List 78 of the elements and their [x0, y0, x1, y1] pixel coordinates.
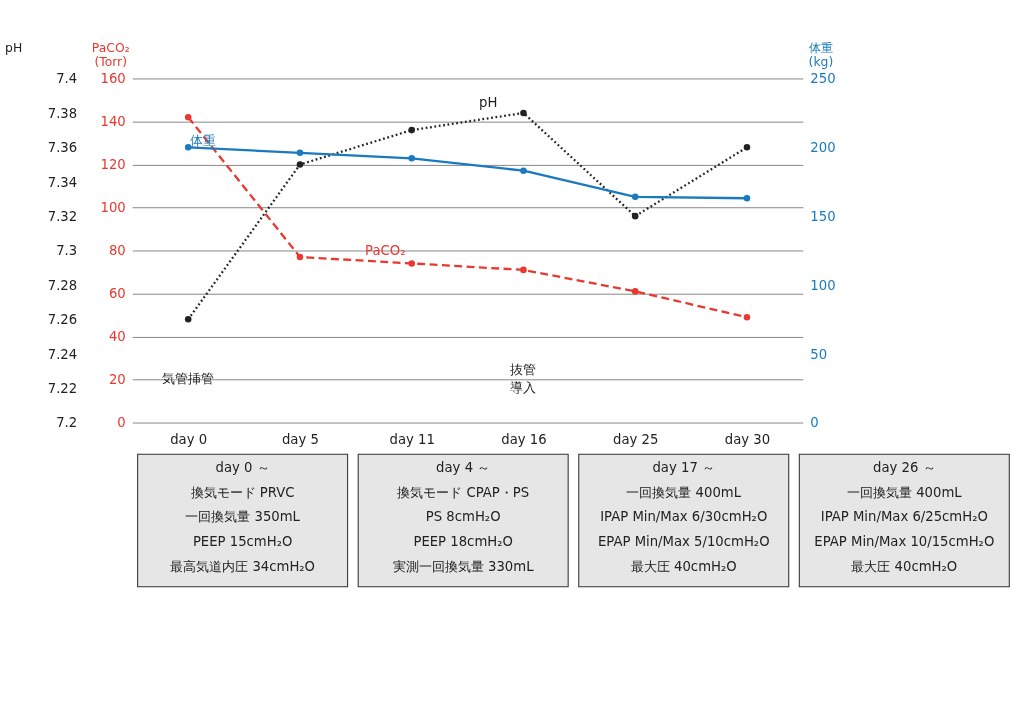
- point: [743, 144, 751, 151]
- point: [408, 126, 415, 134]
- x-tick-label: day 16: [501, 432, 547, 448]
- text: 最大圧 40cmH₂O: [630, 558, 737, 574]
- point: [296, 253, 304, 261]
- point: [408, 260, 415, 267]
- annotation: 抜管: [510, 362, 537, 378]
- point: [184, 113, 192, 121]
- y2-tick-label: 200: [810, 140, 836, 156]
- y-tick-label: 20: [108, 372, 126, 388]
- point: [520, 266, 527, 274]
- text: 一回換気量 400mL: [846, 484, 963, 500]
- text: EPAP Min/Max 5/10cmH₂O: [597, 534, 770, 550]
- x-tick-label: day 5: [281, 432, 319, 448]
- y3-tick-label: 7.2: [56, 415, 78, 431]
- y3-tick-label: 7.22: [47, 381, 78, 397]
- y3-tick-label: 7.24: [47, 346, 78, 362]
- text: 換気モード CPAP・PS: [397, 484, 530, 500]
- y-tick-label: 100: [100, 200, 126, 216]
- y3-axis-title: pH: [5, 40, 23, 55]
- y2-tick-label: 250: [810, 71, 836, 87]
- y2-axis-title: 体重 (kg): [808, 40, 834, 69]
- y3-tick-label: 7.36: [47, 140, 78, 156]
- text: day 0 ～: [215, 459, 270, 475]
- y-axis-title: PaCO₂ (Torr): [91, 40, 130, 69]
- y3-tick-label: 7.38: [47, 105, 78, 121]
- text: 実測一回換気量 330mL: [392, 558, 535, 574]
- text: PS 8cmH₂O: [425, 509, 501, 525]
- point: [631, 212, 639, 220]
- y2-tick-label: 100: [810, 277, 836, 293]
- annotation: 気管挿管: [162, 370, 215, 386]
- x-tick-label: day 0: [170, 432, 208, 448]
- y-tick-label: 120: [100, 157, 126, 173]
- point: [408, 155, 415, 162]
- y3-tick-label: 7.4: [56, 71, 78, 87]
- x-tick-label: day 30: [724, 432, 771, 448]
- point: [743, 313, 751, 321]
- y-tick-label: 60: [108, 286, 126, 302]
- text: IPAP Min/Max 6/30cmH₂O: [600, 509, 768, 525]
- annotation: 導入: [510, 379, 537, 395]
- point: [520, 109, 527, 117]
- y-tick-label: 80: [108, 243, 126, 259]
- x-tick-label: day 25: [612, 432, 659, 448]
- text: 換気モード PRVC: [190, 484, 295, 500]
- y2-tick-label: 50: [810, 346, 828, 362]
- y3-tick-label: 7.32: [47, 208, 78, 224]
- text: IPAP Min/Max 6/25cmH₂O: [820, 509, 988, 525]
- point: [743, 194, 751, 202]
- text: PEEP 18cmH₂O: [413, 534, 513, 550]
- x-tick-label: day 11: [389, 432, 435, 448]
- point: [296, 161, 304, 168]
- text: PEEP 15cmH₂O: [192, 534, 293, 550]
- point: [184, 316, 192, 323]
- y3-tick-label: 7.34: [47, 174, 78, 190]
- y-tick-label: 160: [100, 71, 126, 87]
- y-tick-label: 140: [100, 114, 126, 130]
- text: day 4 ～: [436, 459, 491, 475]
- text: day 26 ～: [873, 459, 936, 475]
- y2-tick-label: 0: [810, 415, 819, 431]
- text: 最高気道内圧 34cmH₂O: [170, 558, 316, 574]
- point: [631, 288, 639, 295]
- text: EPAP Min/Max 10/15cmH₂O: [814, 534, 995, 550]
- y3-tick-label: 7.26: [47, 312, 78, 328]
- y-tick-label: 40: [108, 329, 126, 345]
- y2-tick-label: 150: [810, 208, 836, 224]
- y-tick-label: 0: [117, 415, 126, 431]
- y3-tick-label: 7.28: [47, 277, 78, 293]
- point: [631, 193, 639, 201]
- text: 一回換気量 400mL: [626, 484, 742, 500]
- series-label: 体重: [189, 132, 216, 148]
- y3-tick-label: 7.3: [56, 243, 78, 259]
- point: [296, 149, 304, 157]
- text: 最大圧 40cmH₂O: [851, 558, 958, 574]
- series-label: pH: [479, 94, 498, 110]
- text: day 17 ～: [652, 459, 716, 475]
- text: 一回換気量 350mL: [185, 509, 301, 525]
- point: [520, 167, 527, 174]
- series-label: PaCO₂: [365, 243, 406, 259]
